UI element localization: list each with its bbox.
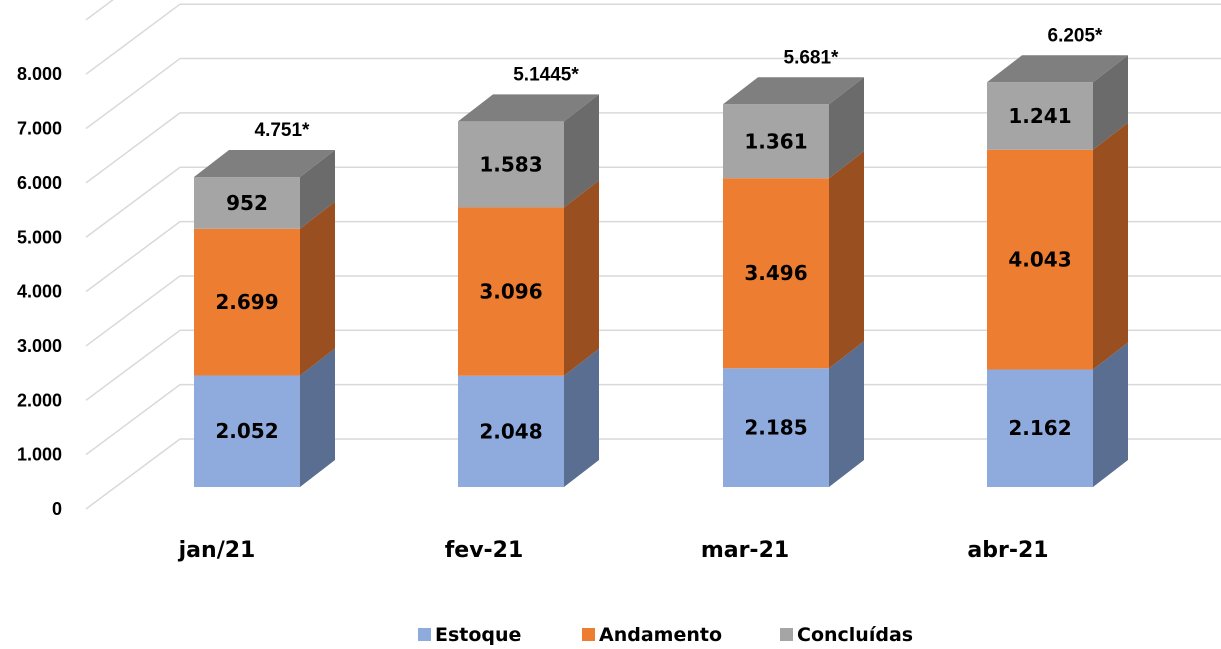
x-tick-label: fev-21 (445, 538, 524, 563)
legend-label: Andamento (599, 624, 722, 646)
bar-segment (458, 121, 564, 208)
bar-segment-side (829, 77, 864, 179)
bar-segment (194, 177, 300, 229)
bar-segment (458, 207, 564, 376)
gridline-diagonal (85, 166, 181, 238)
gridline-diagonal (85, 112, 181, 184)
bar-segment (987, 369, 1093, 487)
data-label: 1.241 (1008, 104, 1071, 128)
gridline-diagonal (85, 275, 181, 347)
data-label: 1.361 (744, 129, 807, 153)
bar-segment (723, 368, 829, 487)
data-label: 2.185 (744, 416, 807, 440)
y-tick-label: 5.000 (17, 227, 62, 247)
y-tick-label: 4.000 (17, 282, 62, 302)
legend-swatch (582, 628, 595, 641)
data-label: 3.096 (479, 280, 542, 304)
bar-top-face (987, 55, 1128, 83)
x-tick-label: jan/21 (178, 538, 256, 563)
legend-swatch (418, 628, 431, 641)
bar-segment (194, 228, 300, 376)
bar-segment-side (564, 180, 599, 376)
data-label: 3.496 (744, 261, 807, 285)
bar-segment (194, 375, 300, 487)
bar-segment-side (1093, 342, 1128, 487)
bar-segment-side (1093, 55, 1128, 150)
y-tick-label: 8.000 (17, 64, 62, 84)
data-label: 2.052 (215, 419, 278, 443)
bar-segment-side (829, 151, 864, 369)
gridline-diagonal (85, 3, 181, 75)
bar-segment-side (829, 341, 864, 487)
bar-top-face (194, 150, 335, 178)
bars: 2.052 2.699 952 4.751* 2.048 3.096 1.583 5.1445… (194, 25, 1128, 487)
bar-segment (458, 375, 564, 487)
bar-segment-side (300, 150, 335, 229)
bar-top-face (458, 94, 599, 122)
legend-item: Andamento (582, 624, 722, 646)
bar-group: 2.048 3.096 1.583 5.1445* (458, 64, 599, 487)
total-label: 6.205* (1048, 25, 1104, 46)
gridline-diagonal (85, 220, 181, 293)
bar-segment-side (300, 201, 335, 376)
bar-group: 2.185 3.496 1.361 5.681* (723, 47, 864, 487)
y-axis: 0 1.000 2.000 3.000 4.000 5.000 6.000 7.000 8.00… (17, 64, 62, 519)
gridline-diagonal (85, 384, 181, 456)
legend-label: Concluídas (797, 624, 913, 646)
x-tick-label: abr-21 (967, 538, 1048, 563)
data-label: 2.048 (479, 419, 542, 443)
bar-group: 2.052 2.699 952 4.751* (194, 120, 335, 487)
y-tick-label: 2.000 (17, 390, 62, 410)
gridline-diagonal (85, 329, 181, 401)
total-label: 5.681* (784, 47, 840, 68)
bar-segment-side (1093, 122, 1128, 370)
bar-segment (987, 149, 1093, 370)
data-label: 952 (226, 191, 268, 215)
bar-segment-side (564, 94, 599, 208)
total-label: 5.1445* (513, 64, 579, 85)
y-tick-label: 3.000 (17, 336, 62, 356)
y-tick-label: 7.000 (17, 119, 62, 139)
legend-item: Concluídas (780, 624, 913, 646)
gridline-diagonal (85, 57, 181, 130)
y-tick-label: 0 (52, 499, 62, 519)
data-label: 4.043 (1008, 248, 1071, 272)
gridline-diagonal (85, 438, 181, 510)
bar-segment-side (564, 348, 599, 487)
legend-label: Estoque (435, 624, 521, 646)
bar-segment-side (300, 348, 335, 487)
bar-segment (723, 104, 829, 179)
x-axis: jan/21 fev-21 mar-21 abr-21 (178, 538, 1049, 563)
y-tick-label: 1.000 (17, 445, 62, 465)
total-label: 4.751* (255, 120, 311, 141)
bar-top-face (723, 77, 864, 105)
gridline-diagonal (85, 0, 114, 21)
bar-segment (987, 82, 1093, 150)
data-label: 2.162 (1008, 416, 1071, 440)
legend-swatch (780, 628, 793, 641)
data-label: 2.699 (215, 290, 278, 314)
legend-item: Estoque (418, 624, 521, 646)
bar-segment (723, 178, 829, 369)
legend: Estoque Andamento Concluídas (418, 624, 913, 646)
data-label: 1.583 (479, 152, 542, 176)
y-tick-label: 6.000 (17, 173, 62, 193)
bar-group: 2.162 4.043 1.241 6.205* (987, 25, 1128, 487)
x-tick-label: mar-21 (701, 538, 789, 563)
